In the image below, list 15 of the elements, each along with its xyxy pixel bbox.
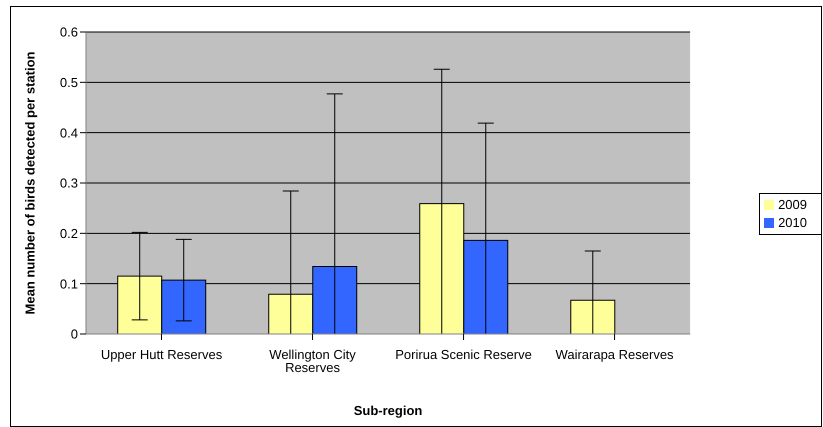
legend-label: 2010 bbox=[778, 214, 807, 230]
legend-label: 2009 bbox=[778, 196, 807, 212]
y-tick-label: 0.4 bbox=[60, 125, 78, 140]
y-tick-label: 0 bbox=[70, 326, 78, 342]
x-tick-label: Wairarapa Reserves bbox=[556, 347, 674, 362]
y-tick-label: 0.2 bbox=[60, 226, 78, 241]
x-tick-label: Wellington City Reserves bbox=[269, 347, 356, 376]
y-tick-label: 0.3 bbox=[60, 176, 78, 191]
x-tick-label: Upper Hutt Reserves bbox=[100, 347, 223, 362]
x-tick-label: Porirua Scenic Reserve bbox=[395, 347, 532, 362]
y-tick-label: 0.6 bbox=[60, 24, 78, 40]
x-axis-title: Sub-region bbox=[354, 403, 422, 418]
y-tick-label: 0.5 bbox=[60, 74, 78, 90]
y-tick-label: 0.1 bbox=[60, 276, 78, 292]
y-axis-title: Mean number of birds detected per station bbox=[22, 51, 38, 314]
